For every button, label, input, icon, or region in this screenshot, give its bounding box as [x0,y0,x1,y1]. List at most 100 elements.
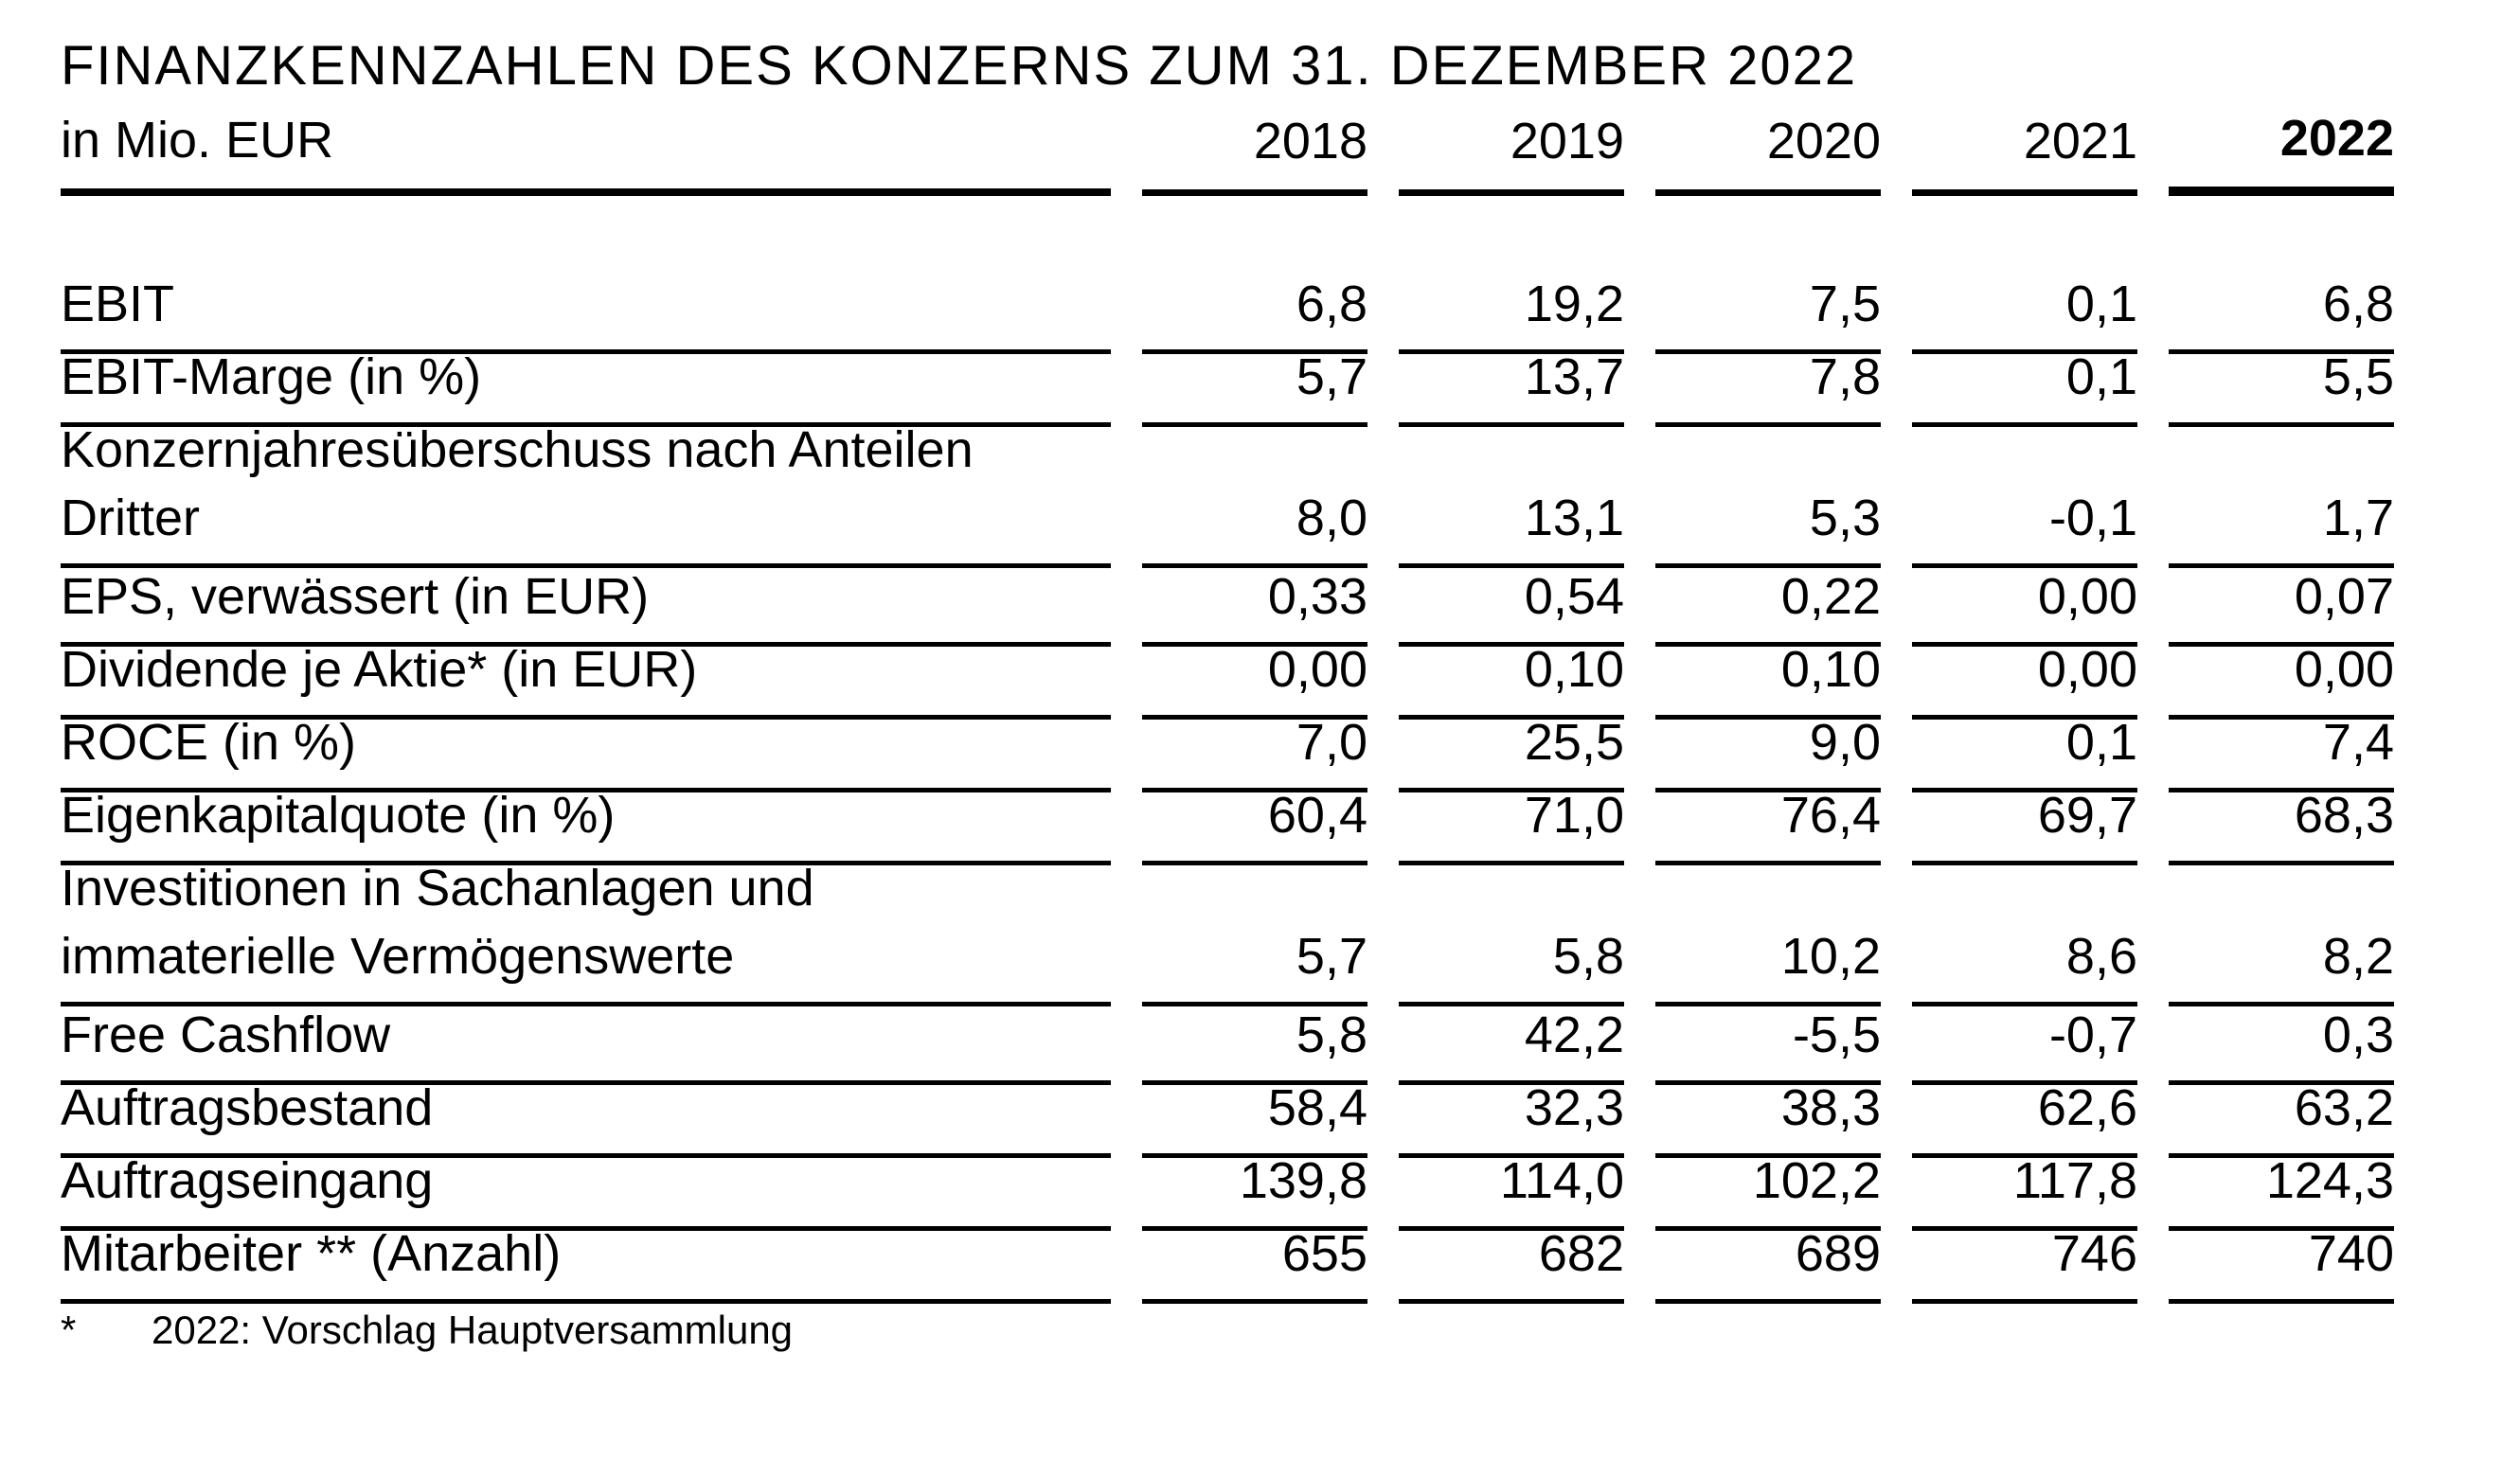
row-value-2021: 746 [1912,1220,2137,1304]
financial-key-figures-table: in Mio. EUR 2018 2019 2020 2021 2022 EBI… [61,109,2394,1304]
table-row: EPS, verwässert (in EUR) 0,33 0,54 0,22 … [61,562,2394,647]
row-label-line: EBIT-Marge (in %) [61,348,482,405]
footnote: * 2022: Vorschlag Hauptversammlung [61,1306,2520,1355]
table-row: EBIT 6,8 19,2 7,5 0,1 6,8 [61,270,2394,354]
row-label: Investitionen in Sachanlagen und immateri… [61,854,1111,1006]
row-value-2021: 0,00 [1912,635,2137,720]
unit-label: in Mio. EUR [61,109,1111,196]
row-value-2022: 68,3 [2169,781,2394,865]
row-value-2018: 5,7 [1142,343,1367,427]
row-value-2022: 1,7 [2169,416,2394,568]
row-value-2021: 117,8 [1912,1147,2137,1231]
row-value-2019: 42,2 [1399,1001,1624,1085]
row-value-2021: 0,1 [1912,343,2137,427]
row-value-2019: 19,2 [1399,270,1624,354]
table-row: Dividende je Aktie* (in EUR) 0,00 0,10 0… [61,635,2394,720]
row-value-2019: 25,5 [1399,708,1624,792]
row-label-line: Auftragseingang [61,1152,434,1209]
row-value-2018: 5,8 [1142,1001,1367,1085]
table-row: ROCE (in %) 7,0 25,5 9,0 0,1 7,4 [61,708,2394,792]
footnote-marker: * [61,1308,77,1352]
year-header-2021: 2021 [1912,109,2137,196]
row-label: ROCE (in %) [61,708,1111,792]
row-value-2019: 0,54 [1399,562,1624,647]
row-value-2020: 76,4 [1655,781,1881,865]
table-row: Mitarbeiter ** (Anzahl) 655 682 689 746 … [61,1220,2394,1304]
row-value-2020: 9,0 [1655,708,1881,792]
row-label: EBIT [61,270,1111,354]
row-label-line: ROCE (in %) [61,714,357,771]
row-label: EBIT-Marge (in %) [61,343,1111,427]
row-label-line: Free Cashflow [61,1006,391,1063]
table-row: Free Cashflow 5,8 42,2 -5,5 -0,7 0,3 [61,1001,2394,1085]
row-value-2022: 7,4 [2169,708,2394,792]
row-value-2018: 5,7 [1142,854,1367,1006]
row-label-line: EPS, verwässert (in EUR) [61,568,650,625]
row-value-2021: -0,7 [1912,1001,2137,1085]
row-value-2021: 0,1 [1912,708,2137,792]
year-header-2022: 2022 [2169,109,2394,196]
row-value-2021: 69,7 [1912,781,2137,865]
footnote-text: 2022: Vorschlag Hauptversammlung [152,1308,794,1352]
row-label-line: Investitionen in Sachanlagen und [61,860,814,917]
table-row: Investitionen in Sachanlagen und immateri… [61,854,2394,1006]
row-value-2020: 102,2 [1655,1147,1881,1231]
table-row: Konzernjahresüberschuss nach Anteilen Dri… [61,416,2394,568]
row-value-2021: -0,1 [1912,416,2137,568]
row-label: EPS, verwässert (in EUR) [61,562,1111,647]
row-label-line: Dritter [61,490,200,546]
row-label-line: Konzernjahresüberschuss nach Anteilen [61,421,974,478]
table-row: Auftragseingang 139,8 114,0 102,2 117,8 … [61,1147,2394,1231]
row-value-2022: 0,3 [2169,1001,2394,1085]
row-value-2022: 6,8 [2169,270,2394,354]
row-label: Konzernjahresüberschuss nach Anteilen Dri… [61,416,1111,568]
row-value-2021: 0,00 [1912,562,2137,647]
row-value-2022: 124,3 [2169,1147,2394,1231]
row-value-2019: 32,3 [1399,1074,1624,1158]
row-value-2020: 689 [1655,1220,1881,1304]
row-label-line: immaterielle Vermögenswerte [61,928,735,985]
row-value-2022: 5,5 [2169,343,2394,427]
row-label: Mitarbeiter ** (Anzahl) [61,1220,1111,1304]
year-header-2019: 2019 [1399,109,1624,196]
row-value-2019: 13,7 [1399,343,1624,427]
row-value-2018: 655 [1142,1220,1367,1304]
row-value-2018: 60,4 [1142,781,1367,865]
row-value-2020: 38,3 [1655,1074,1881,1158]
row-value-2022: 8,2 [2169,854,2394,1006]
row-value-2022: 740 [2169,1220,2394,1304]
table-row: Eigenkapitalquote (in %) 60,4 71,0 76,4 … [61,781,2394,865]
year-header-2018: 2018 [1142,109,1367,196]
row-value-2020: 0,10 [1655,635,1881,720]
table-header-row: in Mio. EUR 2018 2019 2020 2021 2022 [61,109,2394,196]
row-value-2018: 7,0 [1142,708,1367,792]
row-value-2019: 0,10 [1399,635,1624,720]
row-value-2018: 0,33 [1142,562,1367,647]
row-label-line: Mitarbeiter ** (Anzahl) [61,1225,562,1282]
row-label-line: Eigenkapitalquote (in %) [61,787,616,844]
row-value-2020: 7,8 [1655,343,1881,427]
row-label: Eigenkapitalquote (in %) [61,781,1111,865]
row-value-2021: 62,6 [1912,1074,2137,1158]
table-body: EBIT 6,8 19,2 7,5 0,1 6,8 EBIT-Marge (in… [61,270,2394,1304]
row-label-line: Auftragsbestand [61,1079,434,1136]
row-value-2019: 682 [1399,1220,1624,1304]
row-label: Free Cashflow [61,1001,1111,1085]
table-row: Auftragsbestand 58,4 32,3 38,3 62,6 63,2 [61,1074,2394,1158]
row-value-2020: 0,22 [1655,562,1881,647]
row-value-2022: 0,00 [2169,635,2394,720]
row-value-2021: 0,1 [1912,270,2137,354]
row-value-2022: 0,07 [2169,562,2394,647]
row-value-2018: 8,0 [1142,416,1367,568]
row-value-2019: 13,1 [1399,416,1624,568]
row-value-2018: 6,8 [1142,270,1367,354]
row-value-2020: 5,3 [1655,416,1881,568]
row-value-2019: 114,0 [1399,1147,1624,1231]
row-label: Auftragseingang [61,1147,1111,1231]
row-label: Auftragsbestand [61,1074,1111,1158]
year-header-2020: 2020 [1655,109,1881,196]
row-value-2018: 58,4 [1142,1074,1367,1158]
row-value-2019: 5,8 [1399,854,1624,1006]
row-value-2021: 8,6 [1912,854,2137,1006]
